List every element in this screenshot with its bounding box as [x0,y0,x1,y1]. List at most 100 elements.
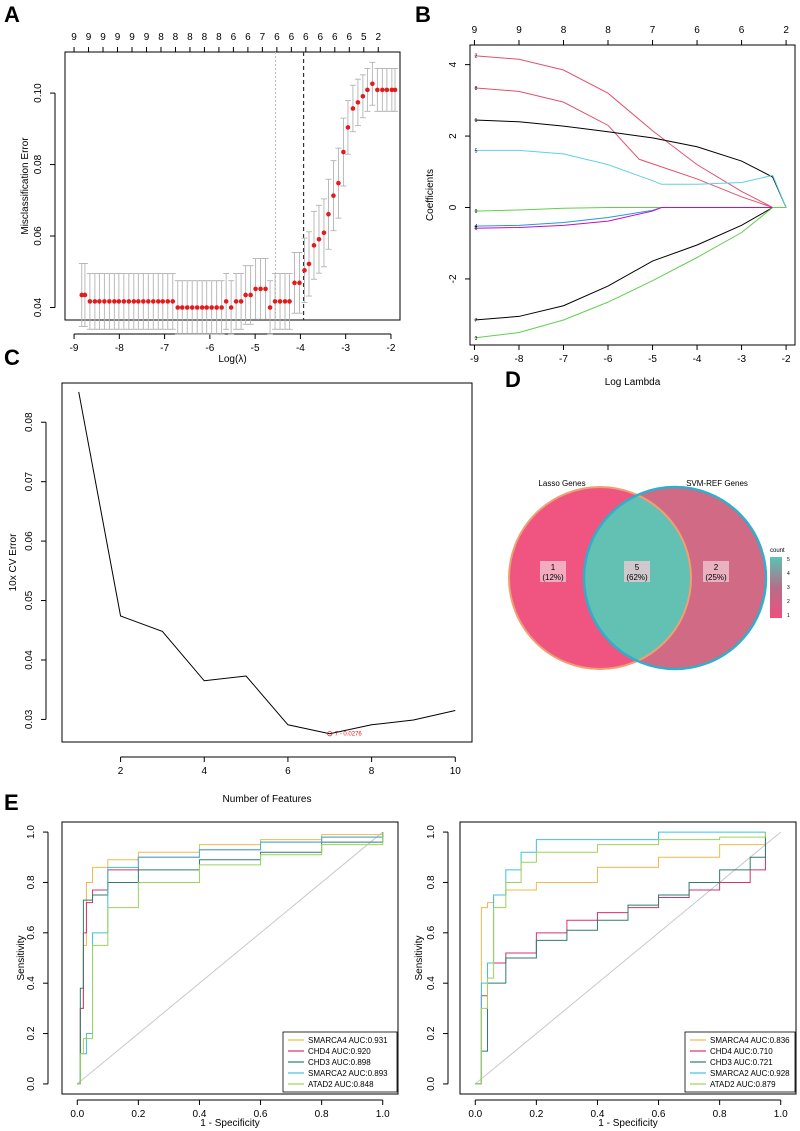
error-point [112,299,117,304]
top-tick-label: 2 [375,32,381,43]
x-tick-label: 0.4 [591,1109,605,1120]
roc-curve [475,831,766,1085]
x-tick-label: -8 [515,354,524,365]
error-point [389,87,395,93]
coef-path [474,119,787,208]
error-point [311,243,317,248]
legend-tick-label: 3 [787,585,790,591]
coef-path [474,207,787,229]
venn-set-label: SVM-REF Genes [686,479,748,488]
legend-entry: CHD3 AUC:0.721 [710,1058,773,1067]
x-tick-label: -3 [737,354,746,365]
error-point [209,305,214,310]
roc-curve [77,832,384,1085]
x-tick-label: 10 [450,766,462,777]
top-tick-label: 9 [86,32,92,43]
venn-set-label: Lasso Genes [538,479,585,488]
error-point [243,292,248,298]
panel-e-roc-right: 0.0 0.2 0.4 0.6 0.8 1.0 0.0 0.2 0.4 0.6 0.8 1.0 1 - … [414,821,797,1129]
coef-path [474,207,787,339]
error-point [116,299,122,304]
x-tick-label: -7 [559,354,568,365]
coef-path-label: 6 [475,226,478,232]
error-point [175,305,181,310]
x-tick-label: 2 [118,766,124,777]
y-tick-label: 0 [448,204,459,210]
error-point [160,299,166,304]
top-tick-label: 6 [332,32,338,43]
error-point [341,149,346,155]
x-tick-label: -3 [341,343,350,354]
error-point [189,305,195,310]
legend-entry: SMARCA4 AUC:0.836 [710,1036,790,1045]
plot-frame [61,821,399,1095]
y-tick-label: 0.08 [33,154,44,174]
coef-path-label: 4 [475,224,478,230]
coef-path-label: 9 [475,209,478,215]
coef-path-label: 8 [475,86,478,92]
error-point [87,299,93,304]
panel-b-coefficient-paths: -9 -8 -7 -6 -5 -4 -3 -2 -2 0 2 4 Log Lambda Coefficie… [425,25,796,388]
venn-overlap [584,487,691,669]
top-tick-label: 6 [231,32,237,43]
error-point [170,299,176,304]
venn-region-percent: (25%) [705,573,727,582]
x-tick-label: -9 [470,354,479,365]
x-tick-label: 0.6 [254,1109,268,1120]
error-point [204,305,209,310]
x-tick-label: -9 [70,343,79,354]
panel-label-b: B [415,2,431,27]
error-point [355,100,361,105]
panel-label-d: D [505,367,521,392]
error-point [79,292,85,298]
x-axis-label: 1 - Specificity [200,1118,259,1129]
error-point [238,299,244,304]
top-tick-label: 6 [245,32,251,43]
legend-tick-label: 2 [787,599,790,605]
top-tick-label: 8 [216,32,222,43]
panel-e-roc-left: 0.0 0.2 0.4 0.6 0.8 1.0 0.0 0.2 0.4 0.6 0.8 1.0 1 - … [16,821,399,1129]
y-tick-label: -2 [448,274,459,283]
y-tick-label: 1.0 [426,825,437,839]
top-tick-label: 9 [129,32,135,43]
y-tick-label: 0.8 [26,875,37,889]
x-tick-label: -6 [205,343,214,354]
legend-tick-label: 4 [787,571,790,577]
top-tick-label: 5 [361,32,367,43]
roc-curve [475,832,766,1085]
top-tick-label: 9 [144,32,150,43]
error-point [297,280,302,286]
x-tick-label: 1.0 [774,1109,788,1120]
venn-region-box [540,561,566,582]
top-tick-label: 6 [739,25,745,36]
x-tick-label: 1.0 [376,1109,390,1120]
error-point [126,299,132,304]
top-tick-label: 8 [187,32,193,43]
error-point [253,286,258,292]
x-axis-label: Log(λ) [218,354,246,365]
x-tick-label: 8 [369,766,375,777]
error-point [326,211,331,217]
top-tick-label: 9 [516,25,522,36]
venn-region-box [703,561,729,582]
error-point [179,305,185,310]
x-tick-label: 0.2 [131,1109,145,1120]
venn-region-percent: (62%) [626,573,648,582]
legend-entry: CHD4 AUC:0.710 [710,1047,773,1056]
error-point [223,299,229,304]
min-error-label: 7 - 0.0276 [335,732,363,738]
panel-label-e: E [4,790,19,815]
error-point [121,299,127,304]
x-tick-label: 0.2 [529,1109,543,1120]
cv-error-line [78,391,456,735]
error-point [141,299,146,304]
error-point [365,87,370,93]
y-axis-label: Misclassification Error [20,137,31,235]
error-point [282,299,288,304]
coef-path-label: 2 [475,54,478,60]
top-tick-label: 6 [289,32,295,43]
min-error-marker [327,731,333,737]
error-point [350,106,356,111]
error-point [131,299,137,304]
y-tick-label: 0.04 [33,297,44,317]
